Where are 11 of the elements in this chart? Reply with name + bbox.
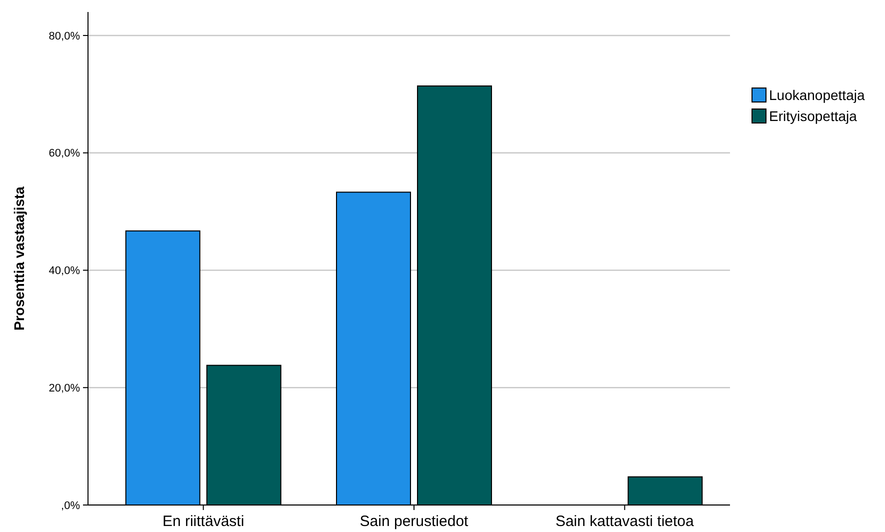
y-tick-label: 40,0%	[48, 265, 80, 278]
y-tick-label: ,0%	[61, 500, 80, 512]
legend-label: Erityisopettaja	[769, 108, 858, 124]
legend-label: Luokanopettaja	[769, 86, 865, 103]
y-tick-label: 80,0%	[48, 30, 80, 42]
x-tick-label: Sain perustiedot	[360, 513, 470, 530]
y-tick-label: 60,0%	[48, 148, 80, 160]
y-tick-label: 20,0%	[48, 382, 80, 394]
x-tick-label: Sain kattavasti tietoa	[555, 513, 695, 530]
x-tick-label: En riittävästi	[162, 513, 244, 530]
y-axis-title: Prosenttia vastaajista	[11, 186, 27, 330]
